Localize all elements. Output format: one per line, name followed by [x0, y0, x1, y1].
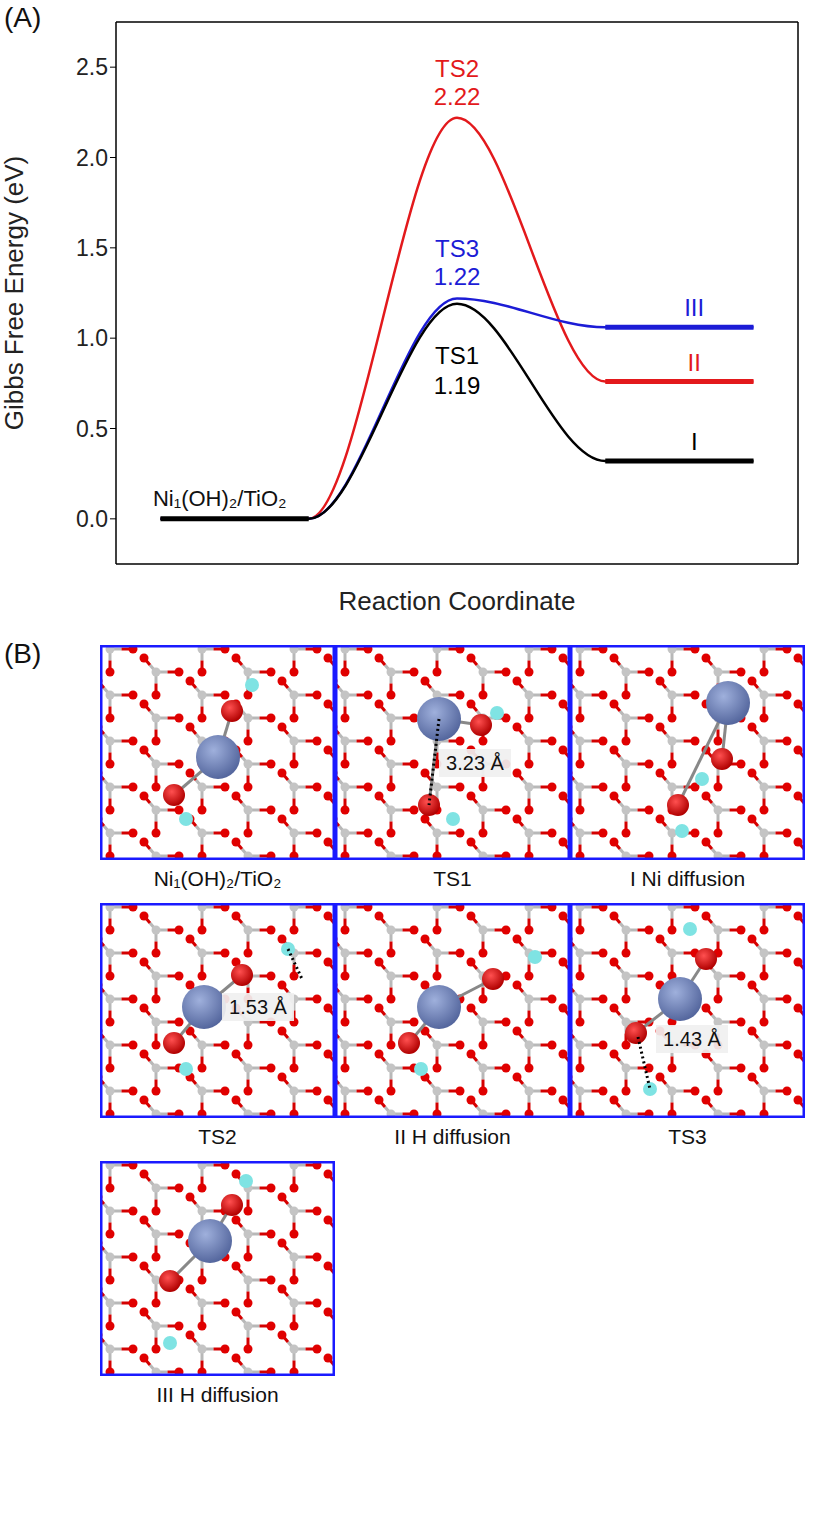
svg-text:1.53 Å: 1.53 Å [229, 996, 287, 1018]
svg-text:III: III [684, 294, 704, 321]
svg-text:I: I [691, 428, 698, 455]
svg-text:0.0: 0.0 [76, 506, 108, 532]
svg-text:1.0: 1.0 [76, 325, 108, 351]
html-text:(B): (B) [4, 638, 42, 669]
svg-text:1.5: 1.5 [76, 235, 108, 261]
svg-text:1.19: 1.19 [434, 372, 481, 399]
html-text:I Ni diffusion: I Ni diffusion [629, 867, 746, 890]
svg-text:II: II [688, 349, 701, 376]
svg-text:3.23 Å: 3.23 Å [446, 752, 504, 774]
svg-text:Ni₁(OH)₂/TiO₂: Ni₁(OH)₂/TiO₂ [153, 486, 287, 511]
html-text:TS1: TS1 [433, 867, 472, 890]
svg-text:1.22: 1.22 [434, 263, 481, 290]
svg-text:0.5: 0.5 [76, 416, 108, 442]
html-text:II H diffusion: II H diffusion [394, 1125, 511, 1148]
svg-text:TS3: TS3 [435, 235, 479, 262]
html-text:TS2: TS2 [198, 1125, 237, 1148]
svg-text:Gibbs Free Energy (eV): Gibbs Free Energy (eV) [0, 156, 29, 431]
svg-text:TS2: TS2 [435, 55, 479, 82]
svg-text:2.22: 2.22 [434, 83, 481, 110]
html-text:TS3: TS3 [668, 1125, 707, 1148]
html-text:Ni₁(OH)₂/TiO₂: Ni₁(OH)₂/TiO₂ [153, 867, 282, 890]
html-text:(A): (A) [4, 2, 42, 33]
svg-text:2.0: 2.0 [76, 145, 108, 171]
svg-text:2.5: 2.5 [76, 54, 108, 80]
svg-text:TS1: TS1 [435, 342, 479, 369]
html-text:III H diffusion: III H diffusion [156, 1383, 279, 1406]
svg-text:Reaction Coordinate: Reaction Coordinate [338, 586, 575, 616]
svg-text:1.43 Å: 1.43 Å [663, 1028, 721, 1050]
